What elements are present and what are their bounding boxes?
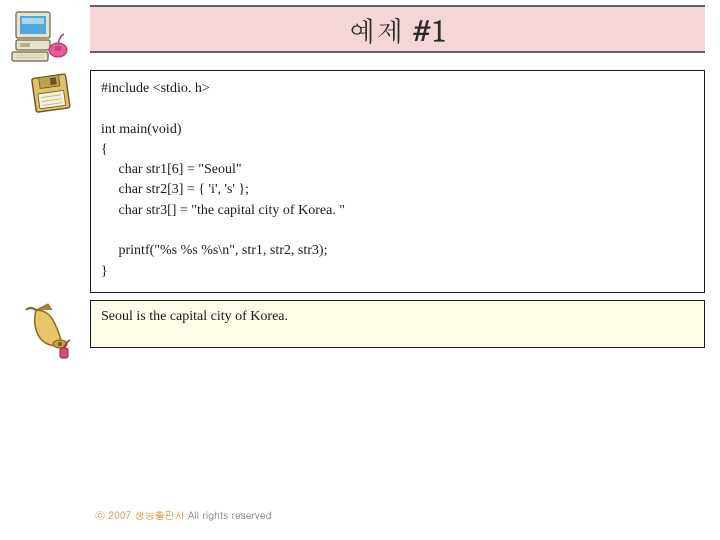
output-text: Seoul is the capital city of Korea. <box>101 309 288 325</box>
computer-icon <box>10 8 70 63</box>
page-title: 예제 #1 <box>348 9 447 49</box>
bell-icon <box>22 300 77 360</box>
footer-rights: All rights reserved <box>185 508 272 522</box>
output-block: Seoul is the capital city of Korea. <box>90 300 705 348</box>
code-text: #include <stdio. h> int main(void) { cha… <box>101 81 345 279</box>
floppy-disk-icon <box>28 70 76 118</box>
footer-copyright: ⓒ 2007 생능출판사 <box>95 508 185 522</box>
title-bar: 예제 #1 <box>90 5 705 53</box>
code-block: #include <stdio. h> int main(void) { cha… <box>90 70 705 293</box>
footer: ⓒ 2007 생능출판사 All rights reserved <box>95 508 272 522</box>
title-bold: #1 <box>413 9 447 49</box>
title-prefix: 예제 <box>348 9 413 49</box>
